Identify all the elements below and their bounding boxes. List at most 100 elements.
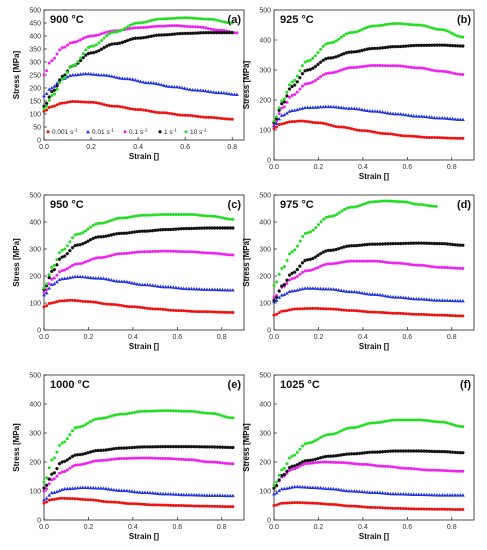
data-point (58, 270, 62, 274)
data-point (427, 313, 431, 317)
data-point (282, 97, 286, 101)
data-point (204, 17, 208, 21)
data-point (373, 64, 377, 68)
data-point (347, 259, 351, 263)
data-point (310, 286, 315, 290)
data-point (189, 309, 193, 313)
data-point (223, 252, 227, 256)
data-point (130, 77, 135, 81)
data-point (391, 261, 395, 265)
data-point (96, 221, 100, 225)
data-point (445, 116, 450, 120)
data-point (365, 129, 369, 133)
data-point (68, 497, 72, 501)
data-point (210, 214, 214, 218)
data-point (391, 449, 395, 453)
x-tick-label: 0.0 (269, 524, 279, 531)
data-point (298, 239, 302, 243)
data-point (272, 127, 276, 130)
data-point (78, 232, 82, 236)
data-point (275, 480, 279, 484)
data-point (218, 226, 222, 230)
data-point (290, 93, 294, 97)
data-point (177, 85, 182, 89)
data-point (298, 76, 302, 80)
data-point (158, 444, 163, 449)
data-point (147, 19, 151, 23)
data-point (303, 307, 307, 311)
series-0_01-per-s (42, 71, 239, 98)
data-point (407, 466, 411, 470)
data-point (76, 39, 80, 43)
data-point (127, 305, 131, 309)
data-point (440, 449, 444, 454)
data-point (122, 76, 127, 81)
data-point (194, 445, 199, 449)
data-point (440, 241, 444, 246)
data-point (120, 252, 124, 256)
y-tick-label: 450 (29, 20, 41, 27)
data-point (280, 309, 284, 313)
data-point (453, 450, 457, 455)
data-point (399, 44, 403, 49)
data-point (414, 312, 418, 316)
data-point (55, 466, 59, 471)
data-point (171, 308, 175, 312)
data-point (383, 506, 387, 510)
data-point (206, 89, 211, 93)
data-point (332, 460, 336, 464)
data-point (451, 469, 455, 473)
data-point (139, 21, 143, 25)
data-point (212, 18, 216, 22)
data-point (179, 504, 183, 508)
data-point (164, 249, 168, 253)
data-point (148, 80, 153, 85)
data-point (380, 110, 385, 114)
data-point (295, 307, 299, 311)
data-point (357, 451, 362, 456)
data-point (373, 292, 377, 296)
data-point (357, 65, 361, 69)
data-point (50, 458, 54, 462)
data-point (192, 458, 196, 462)
data-point (293, 501, 297, 505)
data-point (311, 461, 315, 465)
data-point (184, 250, 188, 254)
data-point (298, 87, 302, 91)
data-point (178, 31, 182, 36)
data-point (81, 424, 85, 428)
data-point (42, 480, 46, 484)
data-point (214, 28, 218, 32)
data-point (153, 409, 157, 413)
data-point (430, 507, 434, 511)
data-point (166, 409, 170, 413)
data-point (435, 69, 439, 73)
data-point (205, 445, 209, 449)
data-point (334, 105, 339, 109)
data-point (429, 492, 434, 497)
data-point (378, 310, 382, 314)
data-point (352, 489, 357, 493)
data-point (417, 467, 421, 471)
data-point (135, 305, 139, 309)
data-point (202, 214, 206, 218)
data-point (285, 259, 289, 263)
data-point (192, 226, 196, 231)
data-point (194, 16, 198, 20)
data-point (45, 476, 49, 480)
data-point (432, 115, 437, 120)
data-point (86, 498, 90, 502)
data-point (104, 486, 109, 491)
data-point (391, 311, 395, 315)
data-point (293, 83, 297, 87)
data-point (133, 456, 137, 460)
data-point (153, 503, 157, 507)
data-point (114, 457, 118, 461)
data-point (334, 503, 338, 507)
data-point (411, 114, 416, 118)
data-point (221, 461, 225, 465)
data-point (313, 105, 318, 109)
data-point (293, 307, 297, 311)
data-point (374, 200, 378, 204)
